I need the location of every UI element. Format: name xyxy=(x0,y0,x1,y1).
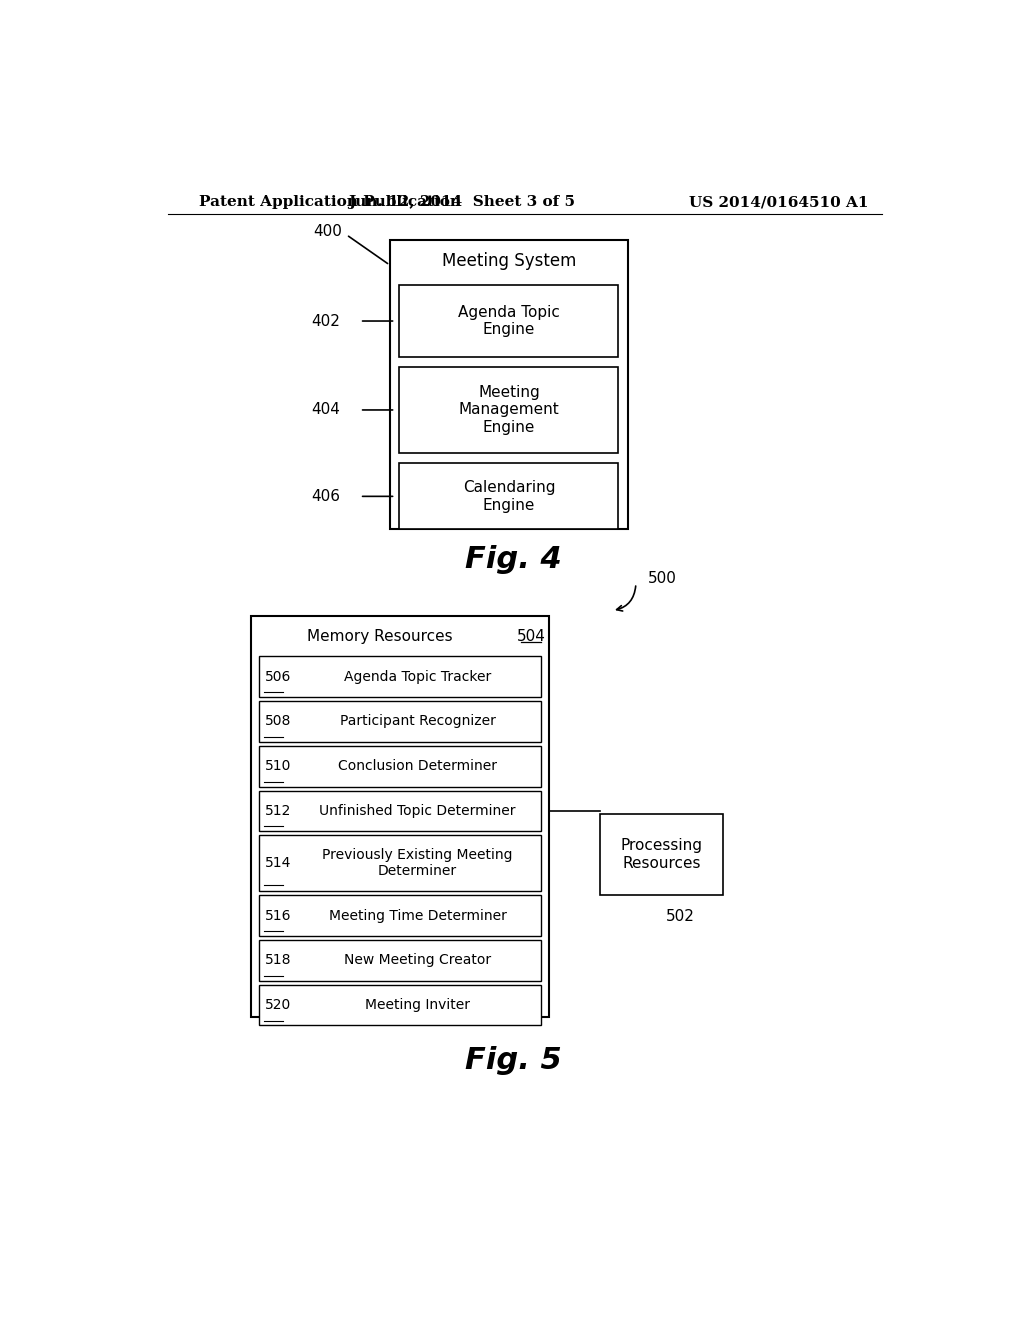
FancyBboxPatch shape xyxy=(600,814,723,895)
FancyBboxPatch shape xyxy=(259,836,541,891)
Text: New Meeting Creator: New Meeting Creator xyxy=(344,953,492,968)
Text: Fig. 4: Fig. 4 xyxy=(465,545,561,574)
Text: 504: 504 xyxy=(517,630,546,644)
Text: 518: 518 xyxy=(264,953,291,968)
Text: 510: 510 xyxy=(264,759,291,774)
Text: Previously Existing Meeting
Determiner: Previously Existing Meeting Determiner xyxy=(323,849,513,878)
FancyBboxPatch shape xyxy=(259,701,541,742)
Text: Unfinished Topic Determiner: Unfinished Topic Determiner xyxy=(319,804,516,818)
Text: Meeting
Management
Engine: Meeting Management Engine xyxy=(459,385,559,434)
Text: 512: 512 xyxy=(264,804,291,818)
Text: 404: 404 xyxy=(311,403,340,417)
Text: Fig. 5: Fig. 5 xyxy=(465,1047,561,1076)
Text: 516: 516 xyxy=(264,908,291,923)
Text: Calendaring
Engine: Calendaring Engine xyxy=(463,480,555,512)
Text: 514: 514 xyxy=(264,857,291,870)
Text: Participant Recognizer: Participant Recognizer xyxy=(340,714,496,729)
FancyBboxPatch shape xyxy=(399,367,618,453)
FancyBboxPatch shape xyxy=(259,940,541,981)
FancyBboxPatch shape xyxy=(259,985,541,1026)
FancyBboxPatch shape xyxy=(399,285,618,356)
FancyBboxPatch shape xyxy=(390,240,628,529)
Text: Jun. 12, 2014  Sheet 3 of 5: Jun. 12, 2014 Sheet 3 of 5 xyxy=(348,195,574,209)
FancyBboxPatch shape xyxy=(259,746,541,787)
Text: Meeting System: Meeting System xyxy=(441,252,577,269)
Text: Processing
Resources: Processing Resources xyxy=(621,838,702,871)
Text: 502: 502 xyxy=(666,908,694,924)
Text: 400: 400 xyxy=(313,224,342,239)
Text: 406: 406 xyxy=(311,488,340,504)
FancyBboxPatch shape xyxy=(399,463,618,529)
Text: 500: 500 xyxy=(648,570,677,586)
Text: Meeting Inviter: Meeting Inviter xyxy=(366,998,470,1012)
FancyBboxPatch shape xyxy=(259,656,541,697)
Text: Agenda Topic
Engine: Agenda Topic Engine xyxy=(458,305,560,337)
Text: Conclusion Determiner: Conclusion Determiner xyxy=(338,759,498,774)
Text: Agenda Topic Tracker: Agenda Topic Tracker xyxy=(344,669,492,684)
Text: 506: 506 xyxy=(264,669,291,684)
FancyBboxPatch shape xyxy=(259,791,541,832)
Text: 508: 508 xyxy=(264,714,291,729)
Text: US 2014/0164510 A1: US 2014/0164510 A1 xyxy=(689,195,868,209)
Text: Meeting Time Determiner: Meeting Time Determiner xyxy=(329,908,507,923)
FancyBboxPatch shape xyxy=(259,895,541,936)
Text: 402: 402 xyxy=(311,314,340,329)
Text: 520: 520 xyxy=(264,998,291,1012)
FancyBboxPatch shape xyxy=(251,615,549,1018)
Text: Memory Resources: Memory Resources xyxy=(307,630,453,644)
Text: Patent Application Publication: Patent Application Publication xyxy=(200,195,462,209)
